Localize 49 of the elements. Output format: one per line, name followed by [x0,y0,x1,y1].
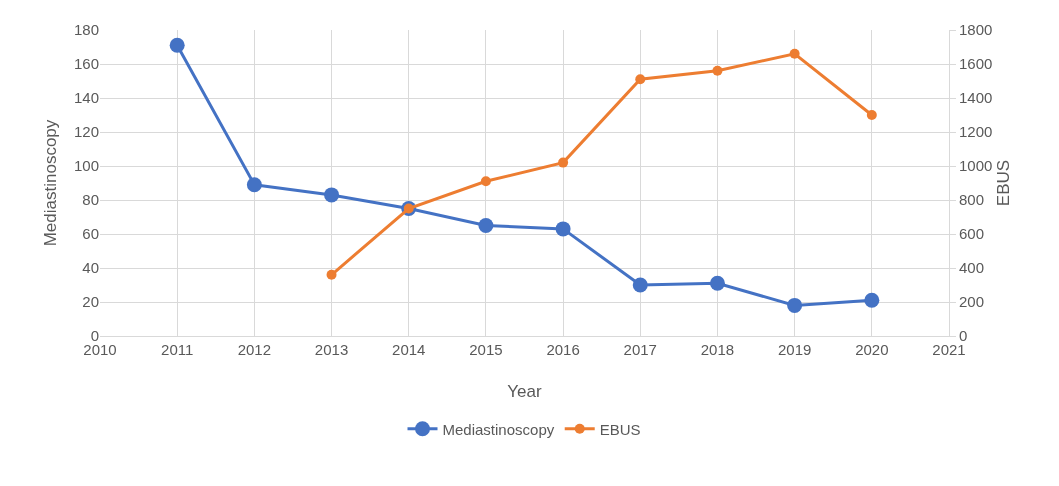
point [864,292,880,308]
point [169,37,185,53]
point [632,277,648,293]
x-tick-label: 2019 [777,341,812,358]
point [246,177,262,193]
x-tick-label: 2015 [469,341,503,358]
y-tick-label: 40 [82,259,99,277]
x-tick-label: 2020 [855,341,889,358]
point [712,65,723,76]
point [789,48,800,59]
x-tick-label: 2012 [237,341,272,358]
x-tick-label: 2013 [314,341,349,358]
y2-tick-label: 600 [959,225,985,243]
y2-tick-label: 800 [959,191,985,209]
legend-label: EBUS [599,420,641,438]
point [480,176,491,187]
y-tick-label: 20 [82,293,99,311]
y2-tick-label: 400 [959,259,985,277]
point [558,157,569,168]
x-tick-label: 2017 [623,341,657,358]
y2-tick-label: 1200 [959,123,993,141]
y-tick-label: 60 [82,225,99,243]
point [709,275,725,291]
y-axis-title: Mediastinoscopy [41,119,60,247]
y2-axis-title: EBUS [994,159,1014,207]
x-tick-label: 2011 [161,341,194,358]
y-tick-label: 160 [73,55,99,73]
y2-tick-label: 1800 [959,21,993,39]
y2-tick-label: 1600 [959,55,993,73]
x-tick-label: 2016 [546,341,580,358]
y-tick-label: 80 [82,191,99,209]
point [635,74,646,85]
y-tick-label: 100 [73,157,99,175]
x-tick-label: 2018 [700,341,735,358]
point [478,218,494,233]
point [787,297,803,313]
y-tick-label: 180 [73,21,99,39]
legend-label: Mediastinoscopy [442,420,555,438]
y-tick-label: 140 [73,89,99,107]
y-tick-label: 120 [73,123,99,141]
point [866,110,877,120]
y2-tick-label: 200 [959,293,985,311]
x-axis-title: Year [507,382,543,401]
point [326,269,337,280]
y2-tick-label: 1400 [959,89,993,107]
y2-tick-label: 1000 [959,157,993,175]
point [555,221,571,237]
point [324,187,340,203]
x-tick-label: 2014 [392,341,426,358]
